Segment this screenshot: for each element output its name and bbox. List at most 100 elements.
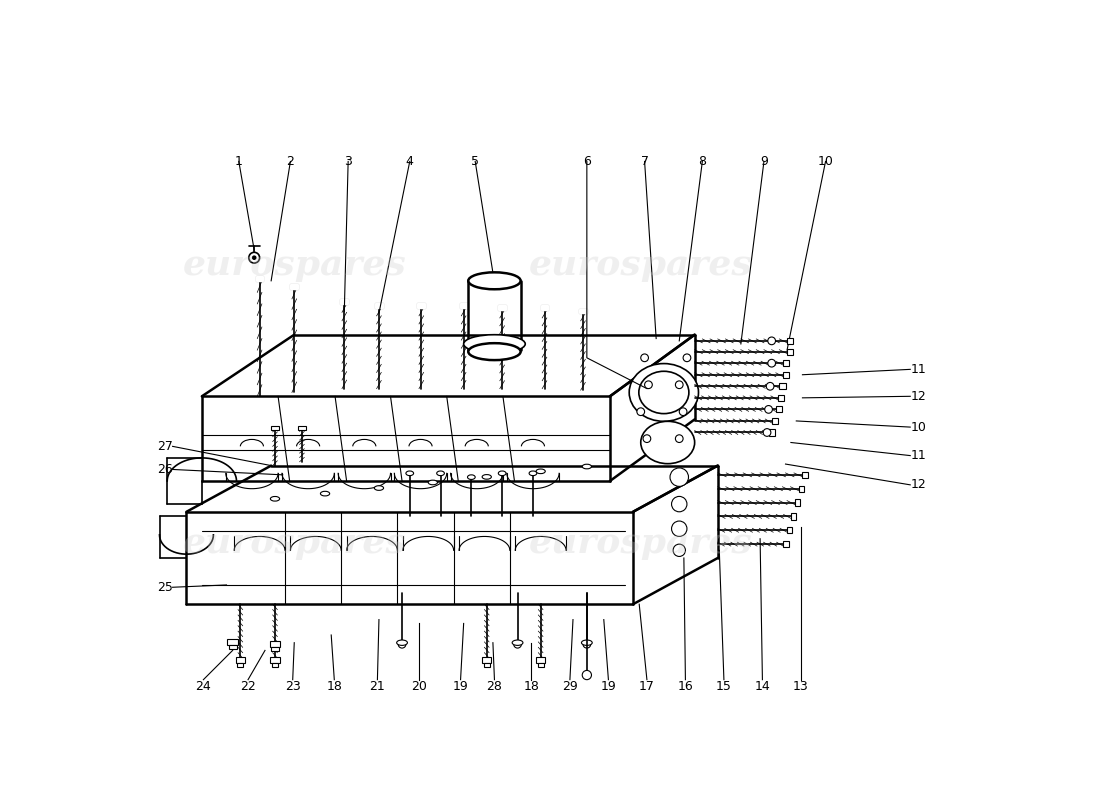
Bar — [298, 426, 306, 430]
Circle shape — [763, 429, 771, 436]
Text: 6: 6 — [583, 155, 591, 168]
Bar — [290, 284, 298, 289]
Bar — [375, 303, 383, 308]
Bar — [783, 541, 789, 547]
Text: 20: 20 — [411, 680, 427, 693]
Text: 11: 11 — [911, 363, 926, 376]
Text: 21: 21 — [370, 680, 385, 693]
Bar — [375, 303, 383, 308]
Text: 9: 9 — [760, 155, 768, 168]
Circle shape — [640, 354, 649, 362]
Text: 10: 10 — [911, 421, 926, 434]
Ellipse shape — [469, 272, 520, 290]
Bar — [541, 306, 549, 310]
Bar — [229, 645, 236, 649]
Ellipse shape — [640, 422, 695, 464]
Bar — [783, 360, 790, 366]
Text: 4: 4 — [406, 155, 414, 168]
Bar — [541, 306, 549, 310]
Bar — [238, 662, 243, 666]
Text: 12: 12 — [911, 390, 926, 403]
Bar — [538, 662, 543, 666]
Ellipse shape — [428, 480, 438, 485]
Bar — [536, 657, 546, 662]
Circle shape — [671, 521, 686, 537]
Bar — [779, 383, 785, 390]
Text: 23: 23 — [285, 680, 300, 693]
Circle shape — [583, 640, 591, 648]
Text: 19: 19 — [601, 680, 616, 693]
Circle shape — [767, 382, 774, 390]
Circle shape — [644, 434, 651, 442]
Ellipse shape — [582, 464, 592, 469]
Ellipse shape — [529, 471, 537, 476]
Bar — [418, 303, 425, 308]
Ellipse shape — [374, 486, 384, 490]
Bar — [772, 418, 778, 424]
Bar — [271, 657, 279, 662]
Ellipse shape — [469, 343, 520, 360]
Ellipse shape — [629, 363, 698, 422]
Bar — [498, 306, 506, 310]
Bar — [460, 303, 467, 308]
Bar — [799, 486, 804, 492]
Text: 8: 8 — [698, 155, 706, 168]
Bar — [290, 284, 298, 289]
Text: 15: 15 — [716, 680, 732, 693]
Bar — [788, 527, 792, 534]
Ellipse shape — [468, 475, 475, 479]
Text: 10: 10 — [817, 155, 834, 168]
Circle shape — [398, 640, 406, 648]
Circle shape — [514, 640, 521, 648]
Text: 18: 18 — [327, 680, 342, 693]
Circle shape — [673, 544, 685, 557]
Circle shape — [645, 381, 652, 389]
Bar — [788, 349, 793, 354]
Bar — [255, 276, 264, 281]
Ellipse shape — [464, 334, 526, 353]
Text: 11: 11 — [911, 449, 926, 462]
Circle shape — [252, 255, 256, 260]
Bar — [580, 309, 587, 313]
Ellipse shape — [536, 469, 546, 474]
Bar — [788, 338, 793, 344]
Text: 24: 24 — [196, 680, 211, 693]
Ellipse shape — [482, 474, 492, 479]
Text: 26: 26 — [157, 463, 173, 476]
Circle shape — [680, 408, 686, 415]
Circle shape — [670, 468, 689, 486]
Circle shape — [768, 359, 776, 367]
Text: 17: 17 — [639, 680, 654, 693]
Text: eurospares: eurospares — [529, 248, 752, 282]
Bar — [769, 430, 774, 435]
Text: 13: 13 — [793, 680, 808, 693]
Bar — [460, 303, 467, 308]
Ellipse shape — [639, 371, 689, 414]
Circle shape — [671, 496, 686, 512]
Ellipse shape — [271, 497, 279, 501]
Bar — [271, 426, 278, 430]
Text: 12: 12 — [911, 478, 926, 491]
Bar — [778, 394, 784, 401]
Circle shape — [582, 670, 592, 680]
Circle shape — [683, 354, 691, 362]
Bar — [271, 647, 278, 651]
Text: eurospares: eurospares — [183, 248, 406, 282]
Circle shape — [764, 406, 772, 414]
Ellipse shape — [406, 471, 414, 476]
Bar — [341, 299, 348, 304]
Bar — [418, 303, 425, 308]
Bar — [484, 662, 490, 666]
Ellipse shape — [582, 640, 592, 646]
Text: 25: 25 — [156, 581, 173, 594]
Text: 18: 18 — [524, 680, 539, 693]
Text: 16: 16 — [678, 680, 693, 693]
Ellipse shape — [320, 491, 330, 496]
Bar — [228, 639, 238, 645]
Bar — [272, 662, 278, 666]
Bar — [341, 299, 348, 304]
Bar — [791, 514, 796, 519]
Text: 2: 2 — [286, 155, 295, 168]
Text: 14: 14 — [755, 680, 770, 693]
Ellipse shape — [437, 471, 444, 476]
